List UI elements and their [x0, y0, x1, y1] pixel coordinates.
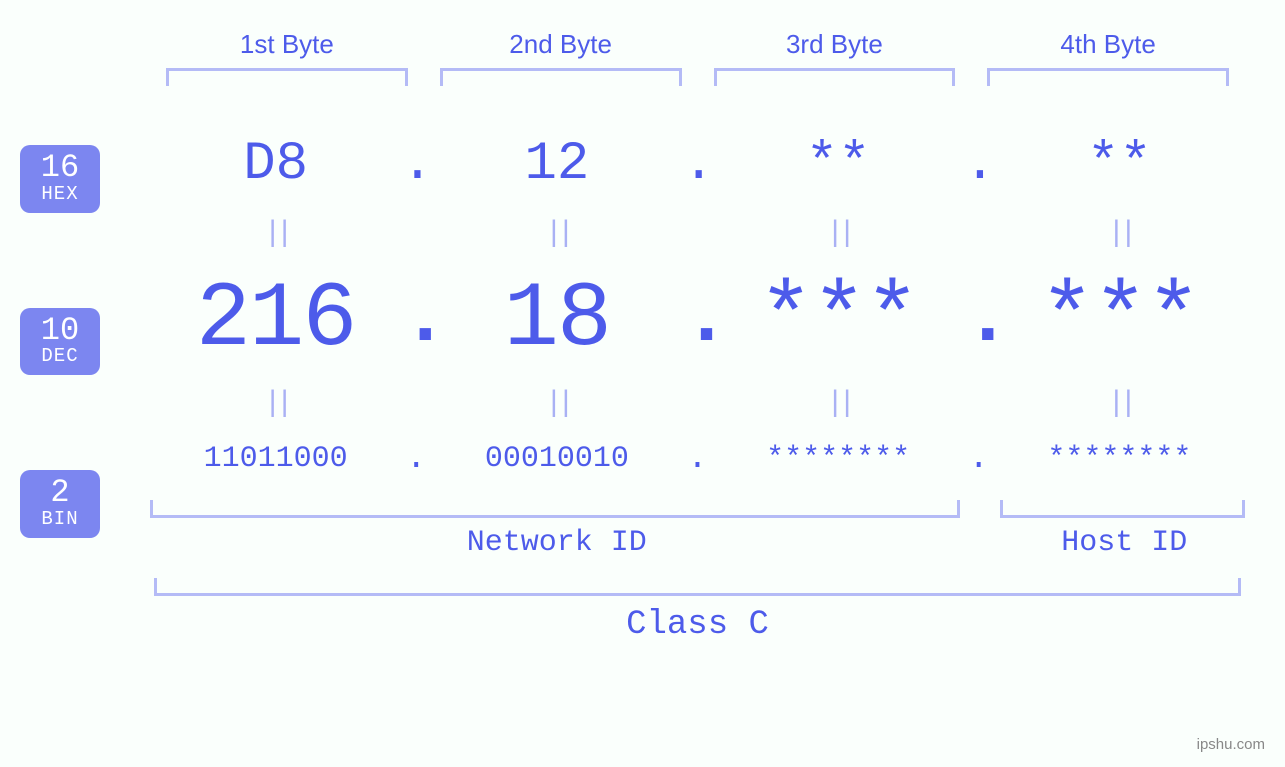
bin-byte-2: 00010010: [431, 442, 682, 476]
equals-symbol: ||: [994, 387, 1245, 421]
byte-header-3: 3rd Byte: [698, 29, 972, 60]
badge-dec-label: DEC: [20, 347, 100, 367]
id-labels-row: Network ID Host ID: [150, 526, 1245, 560]
byte-headers-row: 1st Byte 2nd Byte 3rd Byte 4th Byte: [150, 20, 1245, 60]
equals-row-1: || || || ||: [150, 214, 1245, 254]
host-id-label: Host ID: [1004, 526, 1245, 560]
equals-symbol: ||: [431, 217, 682, 251]
dot: .: [683, 134, 713, 195]
id-brackets-row: [150, 500, 1245, 518]
badge-hex-base: 16: [20, 151, 100, 185]
dot: .: [401, 134, 431, 195]
class-bracket: [154, 578, 1241, 596]
bracket-byte-4: [987, 68, 1229, 86]
byte-header-4: 4th Byte: [971, 29, 1245, 60]
equals-symbol: ||: [150, 217, 401, 251]
dot: .: [964, 274, 994, 365]
dec-byte-1: 216: [150, 267, 401, 372]
equals-symbol: ||: [713, 387, 964, 421]
diagram-container: 16 HEX 10 DEC 2 BIN 1st Byte 2nd Byte 3r…: [20, 20, 1245, 644]
network-id-label: Network ID: [150, 526, 964, 560]
equals-symbol: ||: [431, 387, 682, 421]
base-badges-column: 16 HEX 10 DEC 2 BIN: [20, 20, 120, 644]
watermark: ipshu.com: [1197, 736, 1265, 753]
class-label: Class C: [150, 606, 1245, 644]
bin-row: 11011000 . 00010010 . ******** . *******…: [150, 424, 1245, 494]
bin-byte-1: 11011000: [150, 442, 401, 476]
equals-symbol: ||: [150, 387, 401, 421]
dec-byte-2: 18: [431, 267, 682, 372]
badge-bin-base: 2: [20, 476, 100, 510]
class-bracket-wrap: [150, 578, 1245, 596]
bracket-byte-2: [440, 68, 682, 86]
byte-grid: 1st Byte 2nd Byte 3rd Byte 4th Byte D8 .…: [150, 20, 1245, 644]
bin-byte-4: ********: [994, 442, 1245, 476]
bracket-byte-3: [714, 68, 956, 86]
hex-byte-2: 12: [431, 134, 682, 195]
dot: .: [964, 134, 994, 195]
dec-byte-4: ***: [994, 267, 1245, 372]
equals-row-2: || || || ||: [150, 384, 1245, 424]
bracket-byte-1: [166, 68, 408, 86]
dec-row: 216 . 18 . *** . ***: [150, 254, 1245, 384]
dot: .: [683, 274, 713, 365]
bin-byte-3: ********: [713, 442, 964, 476]
hex-byte-1: D8: [150, 134, 401, 195]
hex-byte-4: **: [994, 134, 1245, 195]
badge-hex: 16 HEX: [20, 145, 100, 213]
dot: .: [964, 440, 994, 478]
badge-bin-label: BIN: [20, 510, 100, 530]
top-brackets: [150, 68, 1245, 86]
badge-bin: 2 BIN: [20, 470, 100, 538]
badge-dec: 10 DEC: [20, 308, 100, 376]
byte-header-1: 1st Byte: [150, 29, 424, 60]
host-id-bracket: [1000, 500, 1245, 518]
dot: .: [401, 440, 431, 478]
dot: .: [683, 440, 713, 478]
badge-hex-label: HEX: [20, 185, 100, 205]
hex-byte-3: **: [713, 134, 964, 195]
byte-header-2: 2nd Byte: [424, 29, 698, 60]
network-id-bracket: [150, 500, 960, 518]
equals-symbol: ||: [713, 217, 964, 251]
equals-symbol: ||: [994, 217, 1245, 251]
dec-byte-3: ***: [713, 267, 964, 372]
dot: .: [401, 274, 431, 365]
badge-dec-base: 10: [20, 314, 100, 348]
hex-row: D8 . 12 . ** . **: [150, 114, 1245, 214]
